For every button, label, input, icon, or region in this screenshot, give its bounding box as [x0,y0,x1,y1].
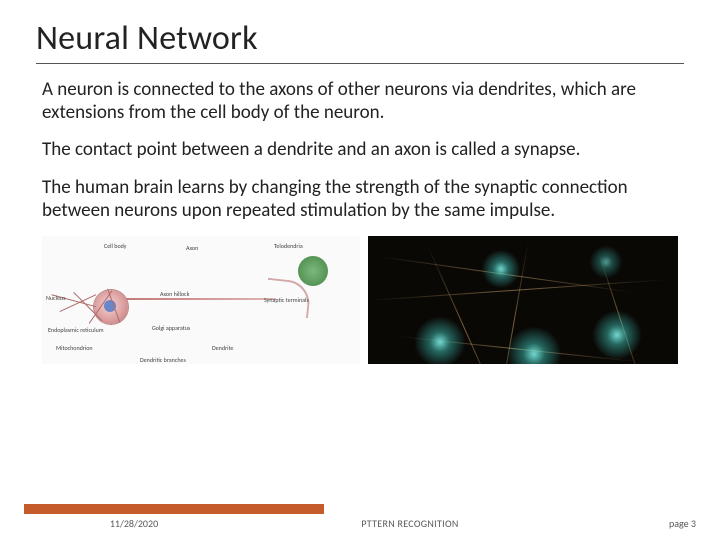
neuron-glow-icon [412,314,468,364]
footer-page-number: page 3 [576,517,696,530]
label-telodendria: Telodendria [274,242,303,250]
label-dendrite: Dendrite [212,344,233,352]
synaptic-terminal-icon [298,256,328,286]
neuron-photo [368,236,678,364]
neuron-glow-icon [590,308,644,362]
label-endoplasmic: Endoplasmic reticulum [48,326,104,334]
neuron-glow-icon [588,244,624,280]
slide: Neural Network A neuron is connected to … [0,0,720,540]
label-axon-hillock: Axon hillock [160,290,189,298]
images-row: Cell body Axon Telodendria Nucleus Axon … [36,236,684,364]
axon-icon [126,298,276,300]
label-nucleus: Nucleus [46,294,65,302]
label-synaptic-terminals: Synaptic terminals [264,296,309,304]
paragraph-1: A neuron is connected to the axons of ot… [36,78,684,124]
label-mitochondrion: Mitochondrion [56,344,93,352]
neuron-diagram: Cell body Axon Telodendria Nucleus Axon … [42,236,360,364]
slide-title: Neural Network [36,18,684,64]
paragraph-3: The human brain learns by changing the s… [36,176,684,222]
label-axon: Axon [186,244,198,252]
label-golgi: Golgi apparatus [152,324,190,332]
label-dendritic-branches: Dendritic branches [140,356,186,364]
footer-center: PTTERN RECOGNITION [244,517,576,530]
label-cell-body: Cell body [104,242,126,250]
footer-date: 11/28/2020 [24,517,244,530]
paragraph-2: The contact point between a dendrite and… [36,138,684,161]
slide-footer: 11/28/2020 PTTERN RECOGNITION page 3 [0,517,720,530]
accent-bar [24,504,324,514]
neuron-glow-icon [480,248,522,290]
